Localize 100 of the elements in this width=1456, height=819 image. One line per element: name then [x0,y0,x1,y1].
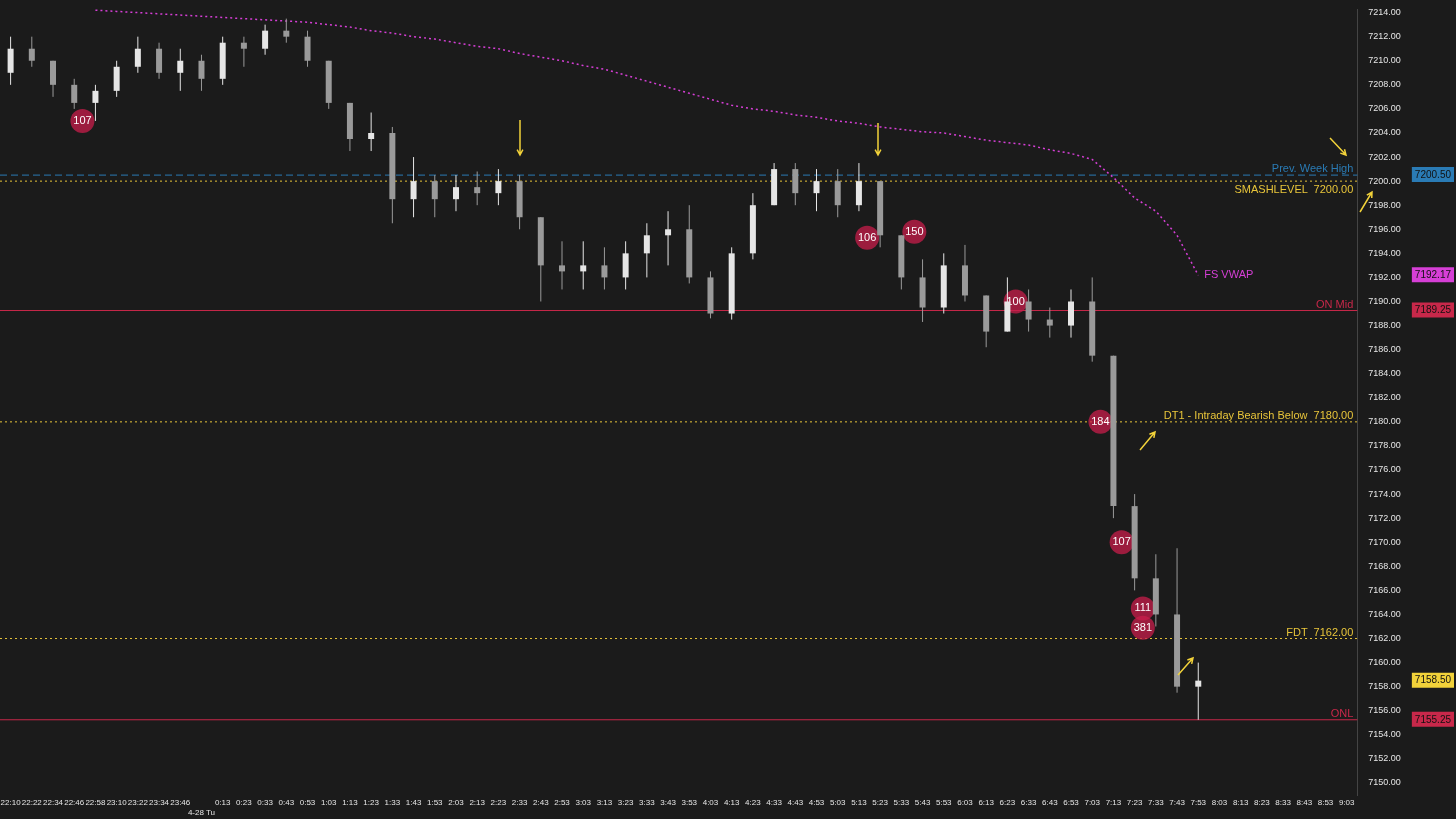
x-tick-label: 23:46 [170,798,191,808]
y-tick-label: 7196.00 [1368,223,1401,234]
y-tick-label: 7198.00 [1368,199,1401,210]
x-tick-label: 6:13 [978,798,995,808]
x-tick-label: 8:23 [1254,798,1271,808]
x-tick-label: 8:33 [1275,798,1292,808]
candlestick [1046,307,1053,339]
y-tick-label: 7194.00 [1368,247,1401,258]
y-tick-label: 7156.00 [1368,705,1401,716]
ref-line-label: ON Mid [1316,297,1354,310]
x-tick-label: 0:53 [299,798,316,808]
candlestick [474,171,481,206]
x-tick-label: 7:23 [1126,798,1143,808]
y-tick-label: 7172.00 [1368,512,1401,523]
y-tick-label: 7214.00 [1368,7,1401,18]
x-tick-label: 2:03 [448,798,465,808]
x-tick-label: 23:34 [149,798,170,808]
y2-tick-label: 7200.50 [1414,168,1452,180]
candlestick [240,36,247,68]
x-tick-label: 0:13 [214,798,232,808]
ref-line-label: SMASHLEVEL 7200.00 [1234,183,1354,196]
annotation: 381 [1133,620,1153,633]
y-tick-label: 7192.00 [1368,271,1401,282]
candlestick [580,240,587,290]
y-tick-label: 7152.00 [1368,753,1401,764]
candlestick [495,168,502,206]
y-tick-label: 7154.00 [1368,729,1401,740]
x-tick-label: 0:43 [278,798,295,808]
y2-tick-label: 7189.25 [1414,304,1452,316]
x-tick-label: 22:34 [43,798,64,808]
y-tick-label: 7182.00 [1368,392,1401,403]
candlestick [92,84,99,122]
y-tick-label: 7164.00 [1368,608,1401,619]
y-tick-label: 7202.00 [1368,151,1401,162]
x-tick-label: 3:53 [681,798,698,808]
y2-tick-label: 7158.50 [1414,674,1452,686]
x-tick-label: 23:10 [106,798,128,808]
candlestick [198,54,205,92]
x-tick-label: 5:03 [829,798,847,808]
x-tick-label: 1:33 [384,798,401,808]
x-tick-label: 4:13 [723,798,741,808]
x-tick-label: 1:13 [342,798,359,808]
candlestick [410,156,417,218]
candlestick [71,78,78,110]
y-tick-label: 7176.00 [1368,464,1401,475]
x-tick-label: 9:03 [1338,798,1356,808]
x-tick-label: 22:10 [0,798,22,808]
candlestick [262,24,269,56]
x-tick-label: 22:58 [85,798,106,808]
candlestick [665,210,672,266]
y-tick-label: 7174.00 [1368,488,1401,499]
x-tick-label: 2:33 [511,798,528,808]
x-tick-label: 5:33 [893,798,910,808]
x-tick-label: 22:46 [64,798,85,808]
x-tick-label: 3:33 [639,798,656,808]
candlestick [134,36,141,74]
x-tick-label: 2:13 [469,798,486,808]
x-tick-label: 4:03 [702,798,719,808]
y-tick-label: 7190.00 [1368,295,1401,306]
x-tick-label: 8:03 [1211,798,1228,808]
candlestick [601,246,608,290]
candlestick [1195,662,1202,721]
x-tick-label: 6:53 [1063,798,1080,808]
candlestick [1025,288,1032,333]
candlestick [559,240,566,290]
candlestick [431,174,438,218]
y-tick-label: 7200.00 [1368,175,1401,186]
ref-line-label: ONL [1330,706,1354,719]
y-tick-label: 7184.00 [1368,368,1401,379]
annotation: 184 [1091,414,1110,427]
y-tick-label: 7170.00 [1368,536,1401,547]
annotation: 107 [1112,535,1131,548]
x-tick-label: 1:53 [426,798,444,808]
x-tick-label: 5:13 [851,798,868,808]
x-tick-label: 3:23 [617,798,634,808]
x-tick-label: 23:22 [127,798,149,808]
ref-line-label: FDT 7162.00 [1286,625,1354,638]
x-tick-label: 4-28 Tu [187,808,216,818]
x-tick-label: 6:23 [999,798,1016,808]
x-tick-label: 2:53 [554,798,571,808]
candlestick [643,222,650,278]
x-tick-label: 3:43 [660,798,677,808]
candlestick [452,174,459,212]
y-tick-label: 7158.00 [1368,681,1401,692]
x-tick-label: 8:43 [1296,798,1313,808]
x-tick-label: 8:13 [1232,798,1250,808]
candlestick [177,48,184,92]
x-tick-label: 2:23 [490,798,507,808]
x-tick-label: 7:53 [1190,798,1207,808]
x-tick-label: 5:53 [935,798,953,808]
candlestick [28,36,35,68]
x-tick-label: 3:13 [596,798,613,808]
x-tick-label: 22:22 [21,798,43,808]
x-tick-label: 4:33 [766,798,783,808]
line-series [94,9,1200,277]
x-tick-label: 4:43 [787,798,804,808]
y-tick-label: 7150.00 [1368,777,1401,788]
annotation: 111 [1134,601,1152,614]
x-tick-label: 0:33 [257,798,274,808]
x-tick-label: 5:43 [914,798,931,808]
